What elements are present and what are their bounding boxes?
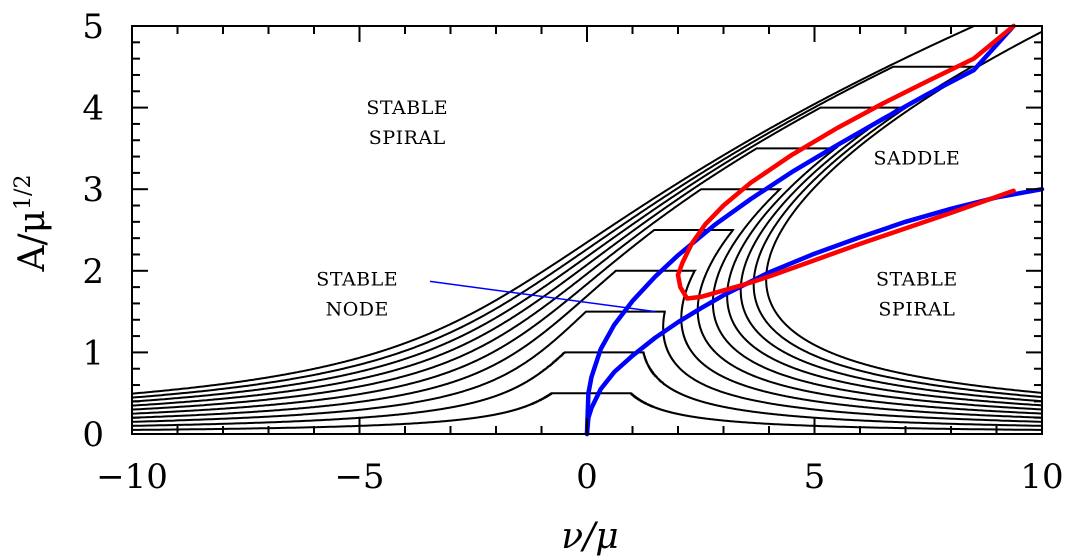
boundary-lines bbox=[584, 23, 1045, 437]
x-axis-label: ν/μ bbox=[561, 516, 618, 557]
response-curve-4 bbox=[131, 269, 1043, 419]
boundary-line-4 bbox=[675, 23, 1016, 278]
region-label-line: STABLE bbox=[316, 268, 398, 290]
x-tick-label: 0 bbox=[576, 457, 598, 497]
region-label-line: NODE bbox=[326, 298, 389, 320]
y-tick-label: 2 bbox=[82, 252, 104, 292]
region-label-3: STABLE NODE bbox=[316, 268, 398, 320]
region-label-line: STABLE bbox=[876, 268, 958, 290]
y-tick-label: 1 bbox=[82, 333, 104, 373]
y-tick-label: 4 bbox=[82, 89, 104, 129]
boundary-line-1 bbox=[584, 23, 1016, 437]
axis-ticks bbox=[131, 25, 1043, 435]
boundary-line-2 bbox=[584, 186, 1045, 437]
region-label-line: STABLE bbox=[366, 97, 448, 119]
region-labels: STABLE SPIRAL SADDLE STABLE NODE STABLE SPIRAL bbox=[316, 97, 961, 320]
region-label-line: SPIRAL bbox=[878, 298, 955, 320]
region-label-1: STABLE SPIRAL bbox=[366, 97, 448, 149]
response-curve-2 bbox=[131, 351, 1043, 427]
x-tick-label: −10 bbox=[96, 457, 168, 497]
response-curve-10 bbox=[131, 25, 1043, 396]
x-tick-label: −5 bbox=[334, 457, 384, 497]
annotation-pointer bbox=[429, 280, 656, 313]
response-curve-7 bbox=[131, 147, 1043, 407]
pointer-line bbox=[429, 280, 656, 313]
region-label-line: SADDLE bbox=[874, 148, 961, 170]
region-label-2: SADDLE bbox=[874, 148, 961, 170]
response-curve-8 bbox=[131, 106, 1043, 403]
y-axis-label-base: A/μ bbox=[12, 210, 53, 273]
region-label-line: SPIRAL bbox=[369, 127, 446, 149]
y-tick-labels: 0 1 2 3 4 5 bbox=[82, 7, 104, 455]
y-tick-label: 0 bbox=[82, 415, 104, 455]
y-axis-label: A/μ1/2 bbox=[11, 175, 53, 273]
x-tick-label: 5 bbox=[804, 457, 826, 497]
region-label-4: STABLE SPIRAL bbox=[876, 268, 958, 320]
y-axis-label-exponent: 1/2 bbox=[11, 175, 36, 210]
response-curve-1 bbox=[131, 392, 1043, 431]
x-tick-label: 10 bbox=[1020, 457, 1063, 497]
y-tick-label: 5 bbox=[82, 7, 104, 47]
response-curve-5 bbox=[131, 229, 1043, 415]
boundary-line-3 bbox=[675, 188, 1016, 301]
response-curve-9 bbox=[131, 65, 1043, 400]
x-tick-labels: −10 −5 0 5 10 bbox=[96, 457, 1064, 497]
response-curve-6 bbox=[131, 188, 1043, 411]
y-tick-label: 3 bbox=[82, 170, 104, 210]
